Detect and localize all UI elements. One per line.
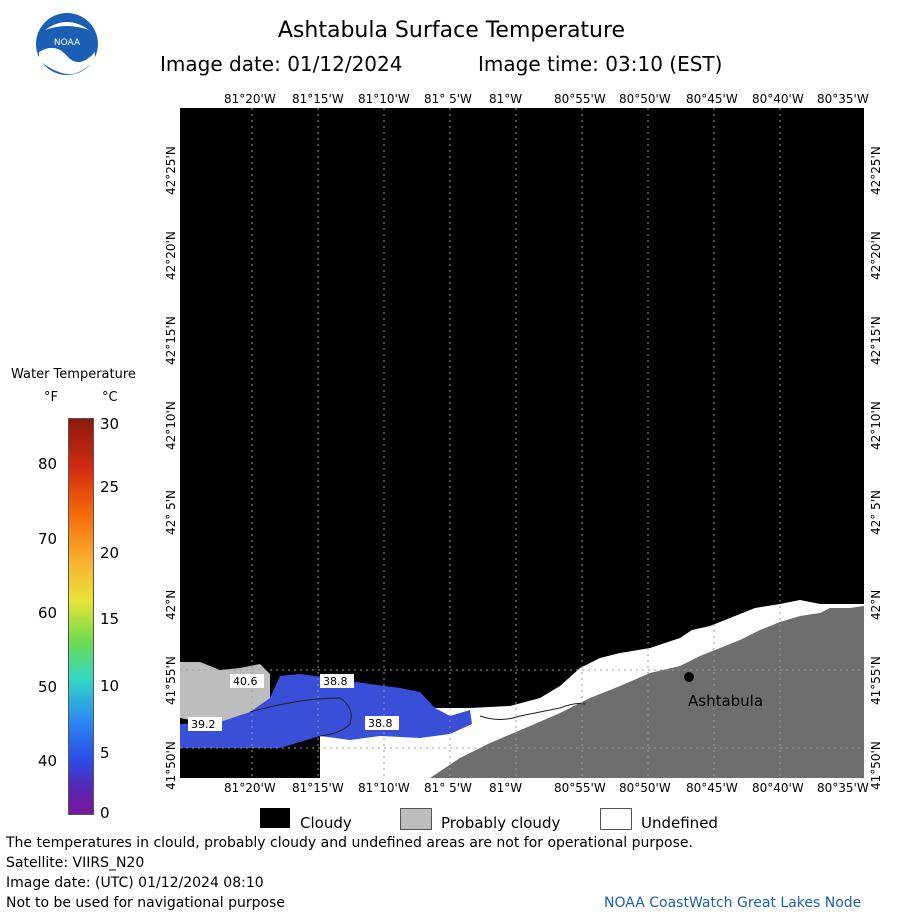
page-title: Ashtabula Surface Temperature bbox=[277, 18, 626, 43]
latitude-label: 42°25'N bbox=[164, 146, 178, 195]
temperature-color-scale bbox=[68, 418, 94, 815]
contour-label: 40.6 bbox=[233, 675, 258, 688]
coastline bbox=[479, 703, 586, 720]
fahrenheit-tick: 40 bbox=[38, 752, 58, 770]
longitude-label: 80°40'W bbox=[752, 92, 804, 106]
latitude-label: 42° 5'N bbox=[164, 490, 178, 535]
land-area bbox=[430, 606, 864, 778]
noaa-logo: NOAA bbox=[36, 13, 98, 75]
contour-label: 38.8 bbox=[323, 675, 348, 688]
latitude-label: 42° 5'N bbox=[869, 490, 883, 535]
longitude-label: 81°10'W bbox=[358, 781, 410, 795]
undefined-swatch bbox=[600, 808, 632, 830]
latitude-label: 42°20'N bbox=[164, 231, 178, 280]
longitude-label: 81°10'W bbox=[358, 92, 410, 106]
satellite: Satellite: VIIRS_N20 bbox=[6, 855, 145, 871]
fahrenheit-tick: 50 bbox=[38, 678, 58, 696]
longitude-label: 80°55'W bbox=[554, 92, 606, 106]
fahrenheit-tick: 60 bbox=[38, 604, 58, 622]
latitude-label: 41°55'N bbox=[869, 656, 883, 705]
longitude-label: 80°40'W bbox=[752, 781, 804, 795]
longitude-label: 81°15'W bbox=[292, 92, 344, 106]
latitude-label: 42°10'N bbox=[869, 401, 883, 450]
celsius-tick: 25 bbox=[100, 478, 120, 496]
longitude-label: 80°45'W bbox=[686, 781, 738, 795]
legend-c-unit: °C bbox=[102, 390, 118, 405]
longitude-label: 80°50'W bbox=[619, 781, 671, 795]
cloudy-label: Cloudy bbox=[300, 814, 352, 832]
legend-f-unit: °F bbox=[44, 390, 58, 405]
latitude-label: 42°10'N bbox=[164, 401, 178, 450]
latitude-label: 42°15'N bbox=[164, 316, 178, 365]
legend-title: Water Temperature bbox=[11, 367, 136, 382]
credit: NOAA CoastWatch Great Lakes Node bbox=[604, 895, 862, 911]
image-time: Image time: 03:10 (EST) bbox=[478, 52, 723, 76]
latitude-label: 42°25'N bbox=[869, 146, 883, 195]
fahrenheit-tick: 70 bbox=[38, 530, 58, 548]
water-temperature-area bbox=[180, 674, 472, 750]
longitude-label: 80°35'W bbox=[817, 92, 869, 106]
longitude-label: 81°W bbox=[489, 92, 523, 106]
cloudy-swatch bbox=[260, 808, 290, 828]
longitude-label: 80°35'W bbox=[817, 781, 869, 795]
longitude-label: 80°50'W bbox=[619, 92, 671, 106]
latitude-label: 42°15'N bbox=[869, 316, 883, 365]
image-date: Image date: 01/12/2024 bbox=[160, 52, 403, 76]
celsius-tick: 10 bbox=[100, 677, 120, 695]
celsius-tick: 5 bbox=[100, 744, 110, 762]
temperature-map: Ashtabula 40.6 38.8 38.8 39.2 bbox=[180, 108, 864, 778]
latitude-label: 41°50'N bbox=[164, 741, 178, 790]
longitude-label: 81° 5'W bbox=[424, 781, 472, 795]
graticule bbox=[180, 108, 864, 778]
undefined-label: Undefined bbox=[641, 814, 718, 832]
contour-label: 38.8 bbox=[368, 717, 393, 730]
city-label: Ashtabula bbox=[688, 692, 763, 710]
longitude-label: 81°20'W bbox=[224, 92, 276, 106]
latitude-label: 42°N bbox=[869, 589, 883, 620]
cloud-patch bbox=[180, 748, 320, 778]
utc-date: Image date: (UTC) 01/12/2024 08:10 bbox=[6, 875, 264, 891]
latitude-label: 42°N bbox=[164, 589, 178, 620]
latitude-label: 42°20'N bbox=[869, 231, 883, 280]
latitude-label: 41°55'N bbox=[164, 656, 178, 705]
longitude-label: 81°20'W bbox=[224, 781, 276, 795]
navigation-warning: Not to be used for navigational purpose bbox=[6, 895, 285, 911]
longitude-label: 80°55'W bbox=[554, 781, 606, 795]
contour-label: 39.2 bbox=[191, 718, 216, 731]
fahrenheit-tick: 80 bbox=[38, 455, 58, 473]
contour-line bbox=[249, 697, 352, 737]
celsius-tick: 30 bbox=[100, 415, 120, 433]
ashtabula-marker bbox=[684, 672, 694, 682]
longitude-label: 81° 5'W bbox=[424, 92, 472, 106]
disclaimer: The temperatures in clould, probably clo… bbox=[6, 835, 693, 851]
svg-text:NOAA: NOAA bbox=[54, 38, 81, 48]
probably-cloudy-swatch bbox=[400, 808, 432, 830]
longitude-label: 81°15'W bbox=[292, 781, 344, 795]
longitude-label: 81°W bbox=[489, 781, 523, 795]
celsius-tick: 20 bbox=[100, 544, 120, 562]
celsius-tick: 15 bbox=[100, 610, 120, 628]
longitude-label: 80°45'W bbox=[686, 92, 738, 106]
celsius-tick: 0 bbox=[100, 804, 110, 822]
latitude-label: 41°50'N bbox=[869, 741, 883, 790]
probably-cloudy-label: Probably cloudy bbox=[441, 814, 561, 832]
